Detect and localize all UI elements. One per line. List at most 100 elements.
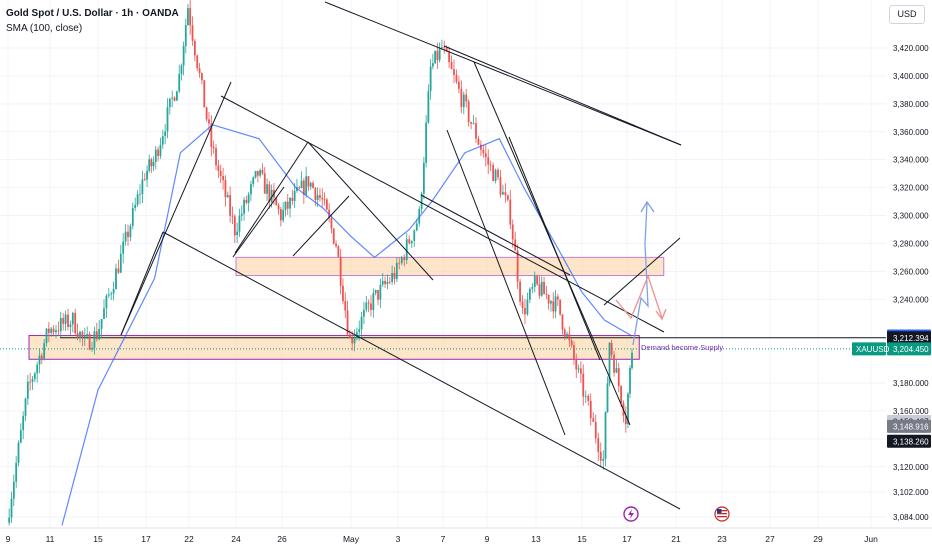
candle-body (62, 317, 65, 324)
candle-body (45, 328, 48, 344)
candle-body (12, 481, 15, 499)
trend-line[interactable] (420, 194, 571, 276)
candle-body (129, 225, 132, 238)
candle-body (351, 338, 354, 344)
candle-body (107, 294, 110, 296)
candle-body (372, 293, 375, 311)
candle-body (263, 173, 266, 194)
candle-body (198, 68, 201, 74)
price-tick-label: 3,120.000 (893, 463, 929, 472)
bearish-arrow-head (655, 308, 667, 321)
candle-body (307, 176, 310, 187)
candle-body (479, 144, 482, 150)
candle-body (178, 73, 181, 92)
candle-body (552, 301, 555, 312)
candle-body (289, 197, 291, 209)
candle-body (110, 293, 113, 295)
trend-line[interactable] (508, 136, 601, 361)
candle-body (240, 213, 243, 216)
candle-body (624, 415, 627, 425)
candle-body (413, 230, 416, 241)
chart-legend[interactable]: Gold Spot / U.S. Dollar · 1h · OANDA SMA… (6, 6, 179, 36)
trend-line[interactable] (162, 231, 681, 510)
currency-button[interactable]: USD (889, 5, 925, 24)
price-badge (887, 434, 931, 448)
trend-line[interactable] (603, 237, 681, 306)
symbol-title[interactable]: Gold Spot / U.S. Dollar · 1h · OANDA (6, 8, 179, 19)
candle-body (10, 498, 13, 518)
bearish-arrow[interactable] (615, 274, 663, 320)
trend-line[interactable] (232, 186, 285, 258)
trend-line[interactable] (307, 141, 434, 281)
candle-body (455, 74, 458, 82)
bullish-arrow[interactable] (632, 202, 649, 346)
candle-body (524, 307, 526, 315)
price-scale[interactable]: 3,084.0003,102.0003,120.0003,140.0003,16… (852, 0, 932, 528)
indicator-label[interactable]: SMA (100, close) (6, 23, 83, 34)
candle-body (270, 189, 273, 202)
candle-body (127, 231, 129, 238)
candle-body (203, 80, 206, 108)
candle-body (98, 328, 101, 340)
candle-body (173, 97, 176, 101)
candle-body (208, 119, 210, 124)
candle-body (321, 197, 324, 200)
candle-body (615, 368, 618, 373)
time-axis-label: 9 (6, 534, 11, 544)
candle-body (415, 223, 418, 231)
candle-body (245, 199, 248, 203)
lightning-glyph (628, 509, 634, 519)
candle-body (233, 216, 236, 236)
price-badge-label: 3,148.916 (893, 422, 929, 431)
candle-body (103, 308, 105, 320)
trend-line[interactable] (292, 195, 350, 257)
candle-body (55, 330, 57, 333)
candle-body (148, 159, 151, 171)
candle-body (453, 69, 455, 75)
candle-body (438, 47, 441, 61)
trend-line[interactable] (120, 81, 232, 336)
price-tick-label: 3,380.000 (893, 100, 929, 109)
sma-line[interactable] (61, 124, 633, 526)
trend-line[interactable] (446, 129, 566, 436)
candle-body (337, 246, 340, 257)
candle-body (256, 170, 259, 176)
price-badge (887, 331, 931, 345)
candle-body (57, 330, 60, 332)
candle-body (403, 257, 406, 261)
trend-line[interactable] (324, 1, 682, 146)
candle-body (568, 333, 571, 341)
candle-body (381, 280, 384, 285)
trend-line[interactable] (220, 95, 665, 333)
candle-body (222, 175, 224, 181)
trend-line[interactable] (120, 231, 164, 336)
candle-body (36, 364, 39, 374)
candle-body (342, 285, 344, 302)
candle-body (440, 47, 443, 49)
trend-line[interactable] (234, 141, 309, 254)
candle-body (494, 169, 497, 181)
candle-body (117, 268, 120, 273)
candle-body (335, 243, 337, 247)
candle-body (219, 170, 222, 176)
candle-body (393, 272, 396, 279)
candle-body (88, 333, 91, 350)
zone-box[interactable] (28, 335, 640, 360)
price-tick-label: 3,260.000 (893, 267, 929, 276)
trend-line[interactable] (443, 45, 682, 146)
candle-body (226, 195, 229, 198)
zone-box[interactable] (235, 256, 665, 277)
time-axis[interactable]: 9 11 15 17 22 24 26 May 3 7 9 13 15 17 21 23 27 29 Jun (0, 527, 932, 544)
candle-body (312, 182, 314, 188)
candle-body (180, 65, 183, 74)
candle-body (150, 159, 153, 167)
candle-body (514, 239, 517, 251)
candle-body (575, 359, 578, 370)
price-tick-label: 3,360.000 (893, 128, 929, 137)
candle-body (608, 342, 611, 384)
candle-body (141, 179, 144, 195)
time-axis-label: 29 (813, 534, 823, 544)
candle-body (528, 288, 531, 300)
event-icons[interactable] (623, 506, 730, 522)
